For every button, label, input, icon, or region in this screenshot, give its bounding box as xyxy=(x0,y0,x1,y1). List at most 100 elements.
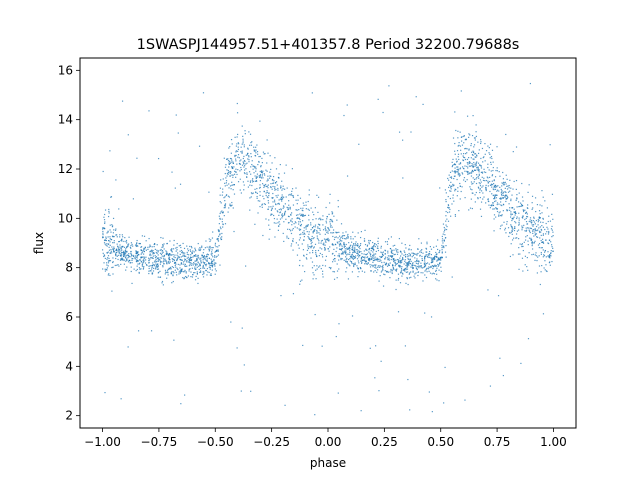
data-point xyxy=(211,260,213,262)
data-point xyxy=(288,215,290,218)
data-point xyxy=(463,177,466,179)
data-point xyxy=(322,270,324,272)
data-point xyxy=(109,238,111,240)
data-point xyxy=(513,229,516,232)
data-point xyxy=(253,180,255,182)
data-point xyxy=(235,168,237,170)
data-point xyxy=(199,264,201,266)
data-point xyxy=(501,197,503,199)
data-point xyxy=(475,135,478,138)
data-point xyxy=(267,196,269,199)
data-point xyxy=(206,254,208,256)
data-point xyxy=(539,226,541,228)
data-point xyxy=(395,263,397,265)
data-point xyxy=(363,250,365,252)
data-point xyxy=(480,167,483,169)
data-point xyxy=(217,240,220,242)
data-point xyxy=(374,270,376,272)
data-point xyxy=(196,273,198,275)
data-point xyxy=(240,166,242,169)
data-point xyxy=(228,207,230,209)
data-point xyxy=(501,182,503,184)
data-point xyxy=(304,233,306,235)
data-point xyxy=(254,188,256,190)
data-point xyxy=(179,253,181,256)
data-point xyxy=(448,186,450,189)
data-point xyxy=(437,248,439,251)
data-point xyxy=(461,172,463,174)
data-point xyxy=(163,243,165,245)
data-point xyxy=(450,190,452,192)
data-point xyxy=(202,252,204,254)
data-point xyxy=(397,260,400,262)
data-point xyxy=(176,267,178,269)
data-point xyxy=(342,253,344,255)
data-point xyxy=(373,248,375,251)
data-point xyxy=(474,169,476,171)
data-point xyxy=(510,224,512,226)
data-point xyxy=(416,253,418,255)
data-point xyxy=(113,247,115,250)
data-point xyxy=(371,258,373,261)
data-point xyxy=(216,238,218,240)
data-point xyxy=(483,156,485,158)
data-point xyxy=(451,203,453,205)
data-point xyxy=(280,208,282,210)
data-point xyxy=(259,186,261,189)
data-point xyxy=(312,219,314,221)
data-point xyxy=(231,167,233,169)
data-point xyxy=(151,272,153,274)
data-point xyxy=(334,243,337,245)
data-point xyxy=(108,239,110,242)
data-point xyxy=(457,156,459,158)
data-point xyxy=(148,257,150,259)
data-point xyxy=(336,277,338,279)
data-point xyxy=(498,190,500,192)
data-point xyxy=(397,261,400,263)
data-point xyxy=(265,185,267,188)
data-point xyxy=(230,161,232,163)
data-point xyxy=(322,276,324,278)
data-point xyxy=(513,211,516,214)
data-point xyxy=(128,243,130,245)
data-point xyxy=(185,265,187,268)
data-point xyxy=(335,250,337,253)
data-point xyxy=(294,226,296,228)
data-point xyxy=(126,258,128,260)
data-point xyxy=(187,256,189,258)
data-point xyxy=(202,271,204,273)
data-point xyxy=(148,272,150,275)
data-point xyxy=(194,260,196,262)
data-point xyxy=(121,245,123,248)
data-point xyxy=(364,256,366,258)
data-point xyxy=(334,258,336,260)
data-point xyxy=(109,241,111,243)
data-point xyxy=(225,194,227,197)
data-point xyxy=(141,264,143,266)
data-point xyxy=(209,240,211,243)
data-point xyxy=(499,198,502,200)
data-point xyxy=(103,262,105,264)
data-point xyxy=(443,240,445,242)
data-point xyxy=(360,231,362,233)
data-point xyxy=(381,266,384,268)
data-point xyxy=(236,173,238,176)
data-point xyxy=(485,179,488,182)
data-point xyxy=(427,255,429,258)
data-point xyxy=(278,208,280,211)
data-point xyxy=(228,162,230,164)
data-point xyxy=(459,145,462,147)
data-point xyxy=(102,234,104,236)
data-point xyxy=(316,268,318,270)
data-point xyxy=(127,257,129,259)
data-point xyxy=(311,261,314,263)
data-point xyxy=(110,196,113,198)
data-point xyxy=(140,253,142,255)
data-point xyxy=(344,237,346,240)
data-point xyxy=(303,230,305,232)
data-point xyxy=(175,114,177,116)
data-point xyxy=(102,232,104,234)
data-point xyxy=(438,251,440,254)
data-point xyxy=(175,271,177,273)
data-point xyxy=(408,252,410,255)
